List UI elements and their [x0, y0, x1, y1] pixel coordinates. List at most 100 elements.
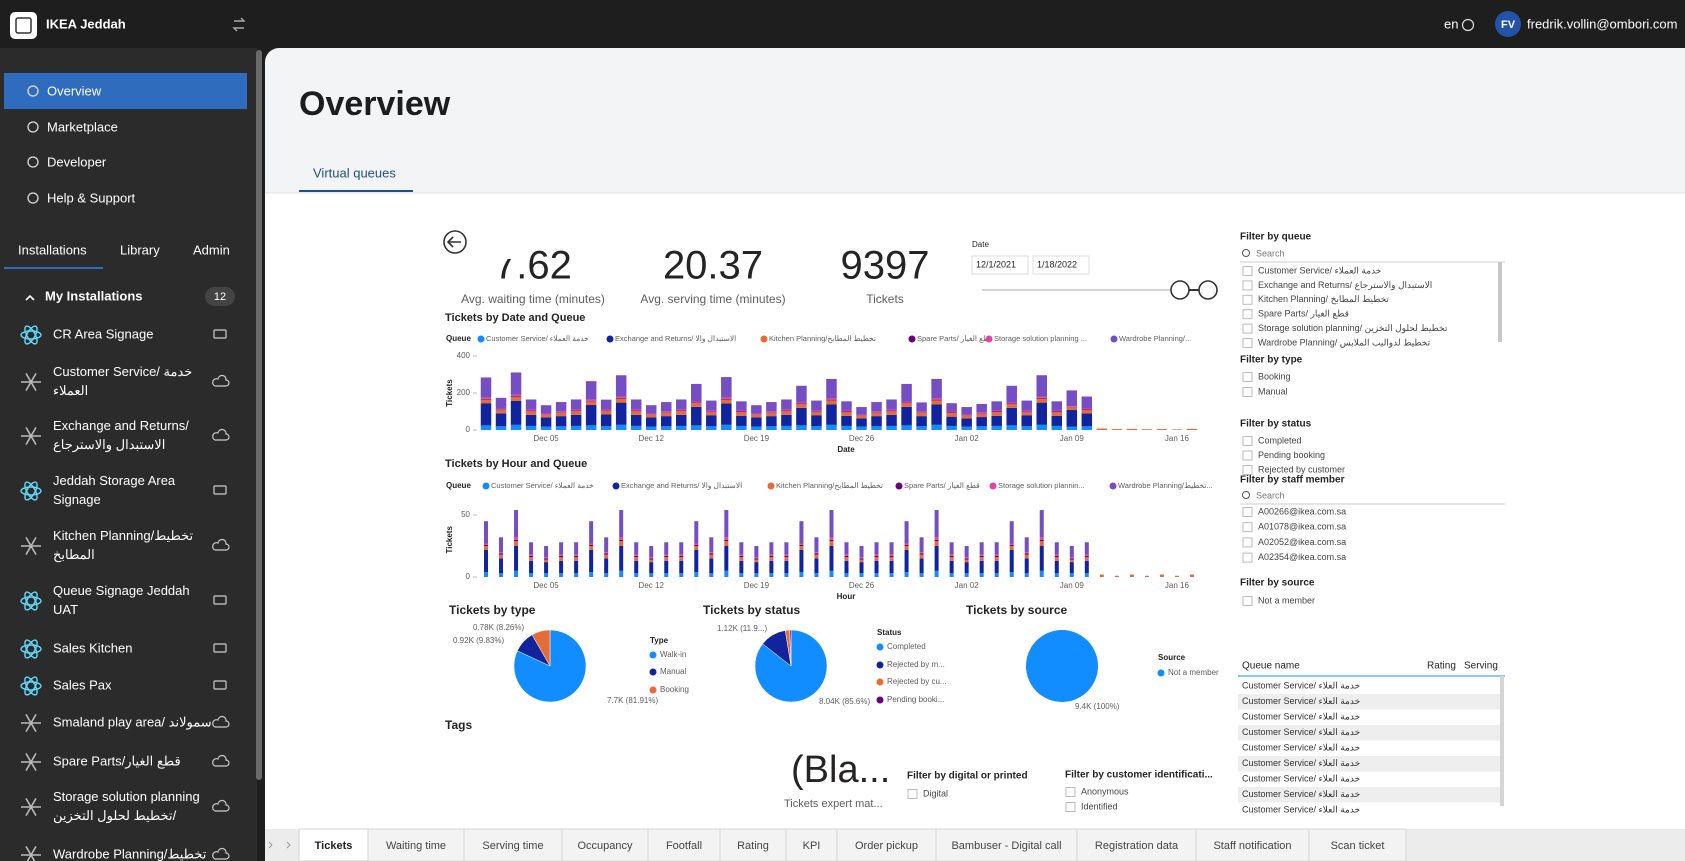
filter-item[interactable]: Spare Parts/ قطع الغيار — [1258, 309, 1349, 320]
report-tab[interactable] — [1076, 828, 1197, 861]
language[interactable]: en — [1444, 16, 1458, 31]
filter-item[interactable]: A02052@ikea.com.sa — [1258, 537, 1346, 547]
date-slider-handle[interactable] — [1170, 280, 1190, 300]
globe-icon[interactable] — [1461, 18, 1475, 32]
report-tab-label[interactable]: Rating — [737, 840, 769, 852]
report-tab[interactable] — [647, 828, 721, 861]
checkbox[interactable] — [1242, 537, 1253, 548]
installation-name[interactable]: Queue Signage Jeddah — [53, 583, 190, 598]
installation-name[interactable]: المطابخ — [53, 547, 95, 563]
date-slider-handle[interactable] — [1198, 280, 1218, 300]
checkbox[interactable] — [1242, 280, 1253, 291]
checkbox[interactable] — [1242, 552, 1253, 563]
checkbox[interactable] — [1065, 787, 1076, 797]
filter-item[interactable]: Digital — [923, 788, 948, 798]
filter-item[interactable]: Manual — [1258, 386, 1288, 396]
back-button[interactable] — [443, 230, 467, 254]
date-to-box[interactable] — [1032, 255, 1090, 275]
installation-name[interactable]: العملاء — [53, 383, 88, 398]
installation-name[interactable]: Exchange and Returns/ — [53, 418, 189, 433]
filter-item[interactable]: Storage solution planning/ تخطيط لحلول ا… — [1258, 323, 1448, 334]
report-tab[interactable] — [935, 828, 1078, 861]
filter-item[interactable]: Anonymous — [1081, 786, 1129, 796]
checkbox[interactable] — [1242, 323, 1253, 334]
filter-item[interactable]: Rejected by customer — [1258, 464, 1345, 474]
report-tab-label[interactable]: Staff notification — [1213, 840, 1291, 852]
filter-item[interactable]: Customer Service/ خدمة العملاء — [1258, 265, 1381, 275]
installation-name[interactable]: Storage solution planning — [53, 789, 200, 804]
report-tab-label[interactable]: Bambuser - Digital call — [951, 840, 1061, 852]
report-tab[interactable] — [1308, 828, 1407, 861]
filter-item[interactable]: Booking — [1258, 371, 1291, 381]
search-box[interactable]: Search — [1256, 490, 1285, 500]
checkbox[interactable] — [1242, 372, 1253, 382]
installation-name[interactable]: Smaland play area/ سمولاند — [53, 714, 212, 730]
user-email[interactable]: fredrik.vollin@ombori.com — [1527, 16, 1677, 31]
installation-name[interactable]: Wardrobe Planning/تخطيط — [53, 846, 207, 861]
tab-scroll-arrows[interactable] — [268, 841, 291, 849]
nav-item[interactable]: Overview — [47, 83, 102, 98]
page-tab[interactable]: Virtual queues — [313, 165, 396, 180]
checkbox[interactable] — [1242, 309, 1253, 320]
report-tab-label[interactable]: Registration data — [1095, 840, 1179, 852]
filter-item[interactable]: Exchange and Returns/ الاستبدال والاسترج… — [1258, 280, 1432, 291]
installation-name[interactable]: Kitchen Planning/تخطيط — [53, 528, 194, 543]
report-tab-label[interactable]: Tickets — [315, 840, 353, 852]
collapse-icon[interactable] — [25, 294, 35, 301]
checkbox[interactable] — [1242, 596, 1253, 606]
nav-item[interactable]: Developer — [47, 154, 107, 169]
filter-item[interactable]: Kitchen Planning/ تخطيط المطابخ — [1258, 294, 1389, 305]
installation-name[interactable]: Customer Service/ خدمة — [53, 364, 192, 379]
filter-item[interactable]: A00266@ikea.com.sa — [1258, 506, 1346, 516]
filter-item[interactable]: Not a member — [1258, 595, 1315, 605]
side-tab[interactable]: Installations — [18, 242, 87, 257]
installation-name[interactable]: UAT — [53, 602, 78, 617]
checkbox[interactable] — [1242, 387, 1253, 397]
filter-item[interactable]: Pending booking — [1258, 450, 1325, 460]
checkbox[interactable] — [907, 789, 918, 799]
report-tab-label[interactable]: KPI — [803, 840, 821, 852]
filter-item[interactable]: Completed — [1258, 435, 1302, 445]
side-tab[interactable]: Admin — [193, 242, 230, 257]
date-from-box[interactable] — [971, 255, 1029, 275]
report-tab-active[interactable] — [298, 828, 369, 861]
filter-item[interactable]: Identified — [1081, 801, 1118, 811]
checkbox[interactable] — [1242, 507, 1253, 517]
checkbox[interactable] — [1242, 338, 1253, 348]
search-box[interactable]: Search — [1256, 248, 1285, 258]
checkbox[interactable] — [1242, 266, 1253, 276]
installation-name[interactable]: Sales Kitchen — [53, 640, 133, 655]
installation-name[interactable]: Spare Parts/قطع الغيار — [53, 753, 181, 769]
installation-name[interactable]: Signage — [53, 492, 101, 507]
installation-name[interactable]: Jeddah Storage Area — [53, 473, 176, 488]
report-tab-label[interactable]: Order pickup — [855, 840, 918, 852]
report-tab-label[interactable]: Scan ticket — [1331, 840, 1385, 852]
checkbox[interactable] — [1242, 450, 1253, 461]
checkbox[interactable] — [1242, 465, 1253, 475]
report-tab-label[interactable]: Waiting time — [386, 840, 446, 852]
report-tab-label[interactable]: Occupancy — [577, 840, 633, 852]
report-tab[interactable] — [836, 828, 937, 861]
checkbox[interactable] — [1242, 436, 1253, 446]
switch-icon[interactable] — [232, 17, 246, 32]
report-tab-label[interactable]: Serving time — [482, 840, 543, 852]
report-tab[interactable] — [1195, 828, 1310, 861]
nav-item[interactable]: Marketplace — [47, 119, 118, 134]
report-tab[interactable] — [367, 828, 465, 861]
filter-item[interactable]: Wardrobe Planning/ تخطيط لدواليب الملابس — [1258, 337, 1431, 348]
checkbox[interactable] — [1065, 802, 1076, 812]
installation-name[interactable]: الاستبدال والاسترجاع — [53, 437, 165, 453]
filter-item[interactable]: A01078@ikea.com.sa — [1258, 522, 1346, 532]
installation-name[interactable]: تخطيط لحلول التخزين/ — [53, 808, 177, 824]
installation-name[interactable]: CR Area Signage — [53, 326, 153, 341]
report-tab-label[interactable]: Footfall — [666, 840, 702, 852]
avatar[interactable] — [1495, 11, 1521, 37]
nav-item[interactable]: Help & Support — [47, 190, 136, 205]
filter-item[interactable]: A02354@ikea.com.sa — [1258, 552, 1346, 562]
report-tab[interactable] — [561, 828, 649, 861]
installation-name[interactable]: Sales Pax — [53, 677, 112, 692]
side-tab[interactable]: Library — [120, 242, 160, 257]
report-tab[interactable] — [785, 828, 838, 861]
checkbox[interactable] — [1242, 522, 1253, 533]
checkbox[interactable] — [1242, 294, 1253, 305]
